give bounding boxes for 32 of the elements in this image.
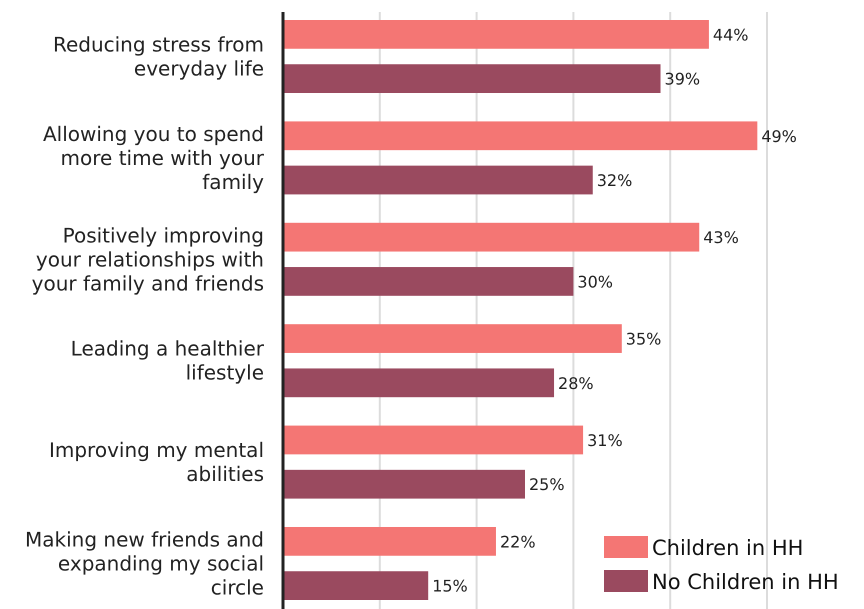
legend-label: No Children in HH bbox=[652, 570, 839, 594]
data-label: 44% bbox=[712, 25, 748, 44]
bar bbox=[283, 470, 525, 499]
data-label: 31% bbox=[587, 430, 623, 450]
bar bbox=[283, 526, 496, 556]
y-tick-label: Improving my mental abilities bbox=[48, 438, 264, 486]
data-label: 15% bbox=[432, 576, 468, 596]
legend-label: Children in HH bbox=[652, 536, 804, 560]
bar bbox=[283, 571, 428, 600]
data-label: 25% bbox=[529, 475, 565, 494]
data-label: 22% bbox=[500, 532, 536, 552]
bar bbox=[283, 368, 554, 398]
data-label: 39% bbox=[664, 70, 700, 89]
bar bbox=[283, 222, 700, 252]
bar bbox=[283, 166, 593, 194]
bar bbox=[283, 324, 622, 353]
data-label: 49% bbox=[761, 126, 797, 146]
y-tick-label: Leading a healthier lifestyle bbox=[70, 336, 265, 385]
data-label: 32% bbox=[596, 171, 632, 190]
data-label: 28% bbox=[558, 374, 594, 393]
bar bbox=[283, 20, 709, 49]
bar bbox=[283, 426, 584, 454]
data-label: 43% bbox=[703, 228, 739, 248]
y-tick-label: Allowing you to spend more time with your family bbox=[42, 122, 265, 194]
bar bbox=[283, 64, 661, 94]
data-label: 30% bbox=[577, 272, 613, 292]
y-tick-label: Positively improving your relationships with your family and friends bbox=[32, 223, 264, 296]
bar bbox=[283, 267, 574, 296]
y-tick-label: Making new friends and expanding my social circle bbox=[25, 527, 264, 600]
y-tick-label: Reducing stress from everyday life bbox=[52, 32, 264, 81]
data-label: 35% bbox=[626, 330, 662, 349]
bar bbox=[283, 121, 758, 150]
